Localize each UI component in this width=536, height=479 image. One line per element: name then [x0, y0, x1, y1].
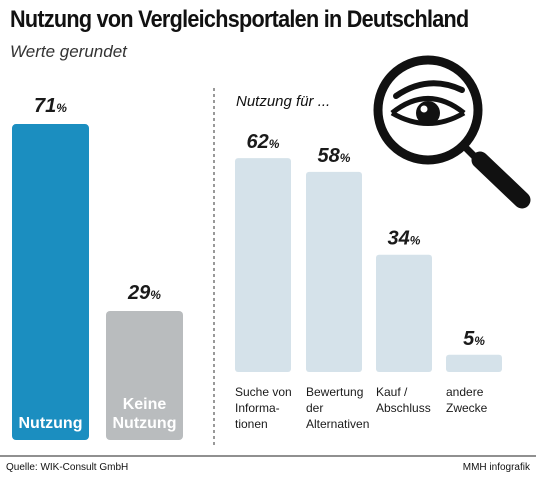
category-label-purpose-3: Kauf / — [376, 385, 408, 399]
bar-purpose-4 — [446, 354, 502, 372]
category-label-purpose-1: Suche von — [235, 385, 292, 399]
purpose-panel-title: Nutzung für ... — [236, 93, 330, 110]
value-label-purpose-2: 58% — [318, 145, 351, 167]
value-label-usage: 71% — [34, 95, 67, 117]
value-label-no-usage: 29% — [127, 282, 161, 304]
category-label-no-usage: Keine — [123, 396, 167, 413]
chart-subtitle: Werte gerundet — [10, 42, 127, 61]
bar-purpose-1 — [235, 158, 291, 372]
value-label-purpose-3: 34% — [388, 228, 421, 250]
category-label-purpose-4: andere — [446, 385, 484, 399]
category-label-purpose-1: Informa- — [235, 401, 280, 415]
bar-usage — [12, 124, 89, 441]
value-label-purpose-4: 5% — [463, 328, 485, 350]
source-note: Quelle: WIK-Consult GmbH — [6, 462, 129, 473]
category-label-usage: Nutzung — [19, 415, 83, 432]
credit-note: MMH infografik — [462, 462, 530, 473]
category-label-purpose-3: Abschluss — [376, 401, 431, 415]
category-label-purpose-2: Alternativen — [306, 417, 369, 431]
category-label-purpose-2: Bewertung — [306, 385, 363, 399]
category-label-purpose-2: der — [306, 401, 323, 415]
category-label-no-usage: Nutzung — [113, 415, 177, 432]
bar-purpose-3 — [376, 254, 432, 372]
chart-title: Nutzung von Vergleichsportalen in Deutsc… — [10, 6, 469, 33]
value-label-purpose-1: 62% — [247, 131, 280, 153]
magnifier-eye-icon — [373, 55, 531, 209]
category-label-purpose-1: tionen — [235, 417, 268, 431]
bar-no-usage — [106, 310, 183, 440]
bar-purpose-2 — [306, 171, 362, 372]
category-label-purpose-4: Zwecke — [446, 401, 488, 415]
